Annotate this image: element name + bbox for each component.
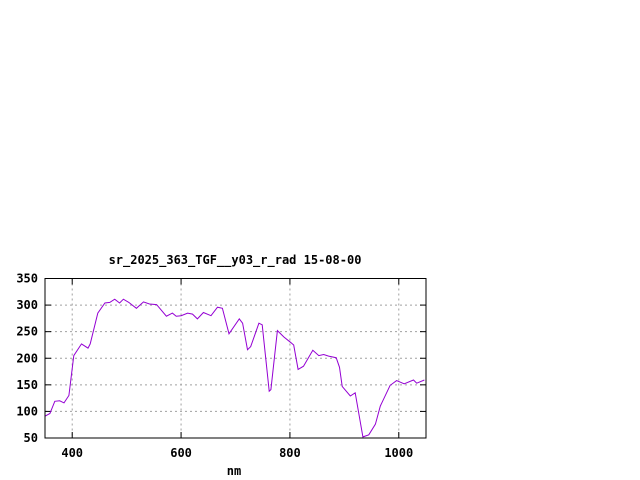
y-tick-label: 250: [16, 325, 38, 339]
series-line: [44, 298, 425, 438]
y-tick-label: 50: [24, 431, 38, 445]
y-tick-label: 200: [16, 351, 38, 365]
x-tick-label: 400: [61, 446, 83, 460]
chart-title: sr_2025_363_TGF__y03_r_rad 15-08-00: [109, 253, 362, 268]
plot-border: [44, 278, 427, 439]
y-tick-label: 350: [16, 272, 38, 286]
x-tick-label: 1000: [384, 446, 413, 460]
y-tick-label: 300: [16, 298, 38, 312]
x-tick-label: 600: [170, 446, 192, 460]
x-axis-label: nm: [227, 464, 241, 478]
x-tick-label: 800: [279, 446, 301, 460]
y-tick-label: 150: [16, 378, 38, 392]
y-tick-label: 100: [16, 404, 38, 418]
